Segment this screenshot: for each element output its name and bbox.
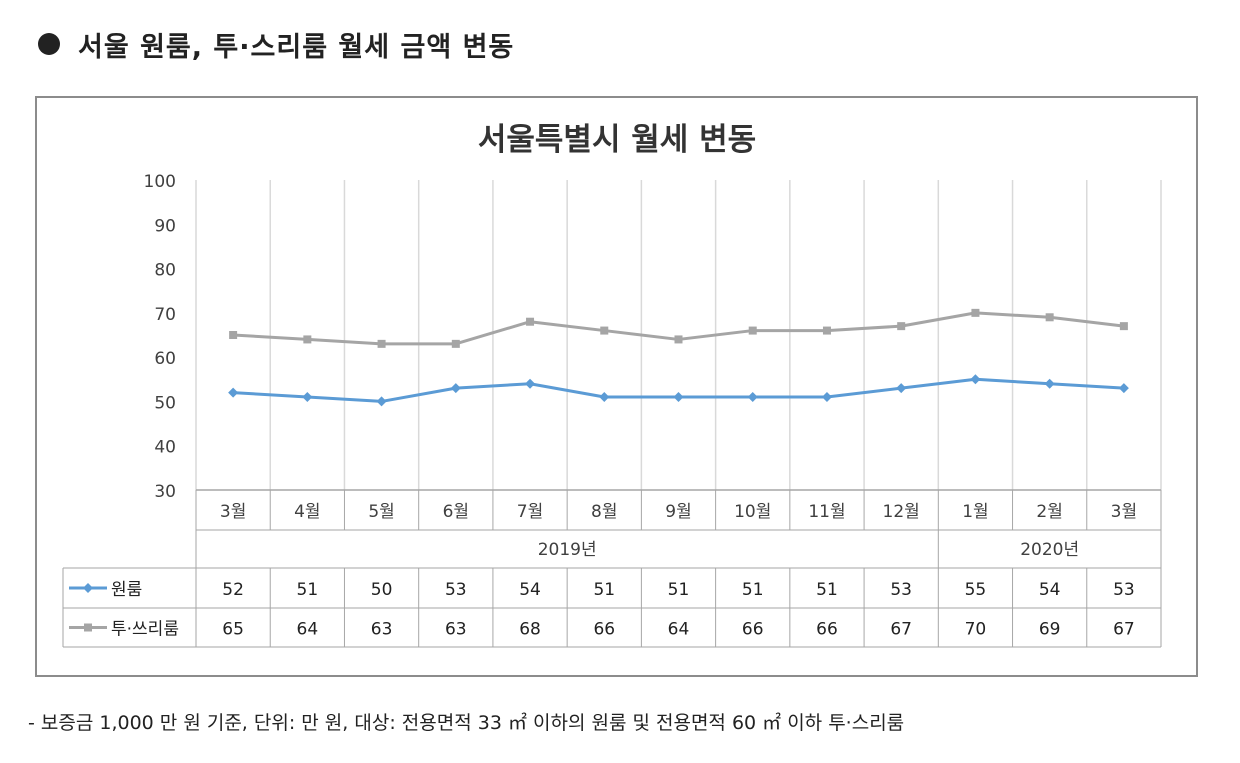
legend-marker [83, 583, 93, 593]
data-point [229, 331, 238, 339]
data-label: 66 [593, 620, 615, 640]
data-point [1119, 322, 1128, 331]
y-tick-label: 40 [154, 438, 176, 458]
data-point [451, 339, 460, 348]
data-label: 63 [371, 620, 393, 640]
y-tick-label: 50 [154, 393, 176, 413]
x-tick-label: 5월 [368, 502, 394, 522]
data-point [748, 326, 757, 335]
x-tick-label: 11월 [808, 502, 845, 522]
data-label: 66 [816, 620, 838, 640]
data-label: 66 [742, 620, 764, 640]
data-point [1118, 383, 1129, 394]
data-point [897, 322, 906, 331]
data-label: 51 [297, 580, 319, 600]
y-tick-label: 30 [154, 482, 176, 502]
data-label: 55 [965, 580, 987, 600]
data-label: 54 [519, 580, 541, 600]
legend-marker [84, 623, 92, 632]
x-tick-label: 4월 [294, 502, 320, 522]
data-point [302, 392, 313, 402]
x-tick-label: 12월 [883, 502, 920, 522]
x-tick-label: 3월 [1111, 502, 1137, 522]
y-tick-label: 60 [154, 349, 176, 369]
data-label: 68 [519, 620, 541, 640]
footnote: - 보증금 1,000 만 원 기준, 단위: 만 원, 대상: 전용면적 33… [28, 712, 905, 734]
x-tick-label: 10월 [734, 502, 771, 522]
data-label: 51 [593, 580, 615, 600]
data-point [450, 383, 461, 394]
data-label: 51 [816, 580, 838, 600]
data-point [1045, 313, 1054, 322]
data-label: 67 [890, 620, 912, 640]
data-label: 53 [1113, 580, 1135, 600]
legend-label: 투·쓰리룸 [111, 620, 179, 640]
year-label: 2019년 [538, 540, 597, 560]
data-label: 70 [965, 620, 987, 640]
data-label: 69 [1039, 620, 1061, 640]
data-point [376, 396, 387, 407]
line-chart: 서울특별시 월세 변동 30 40 50 60 70 80 90 100 2019년 2020년… [62, 122, 1162, 648]
data-point [228, 387, 239, 398]
section-title: 서울 원룸, 투·스리룸 월세 금액 변동 [78, 31, 515, 63]
data-label: 53 [890, 580, 912, 600]
data-point [673, 392, 684, 402]
data-label: 51 [742, 580, 764, 600]
x-tick-label: 6월 [443, 502, 469, 522]
x-tick-label: 7월 [517, 502, 543, 522]
data-label: 51 [668, 580, 690, 600]
year-label: 2020년 [1020, 540, 1079, 560]
y-tick-label: 80 [154, 261, 176, 281]
data-label: 52 [222, 580, 244, 600]
data-point [526, 317, 535, 326]
data-point [970, 374, 981, 385]
data-label: 64 [297, 620, 319, 640]
y-tick-label: 100 [144, 172, 176, 192]
x-tick-label: 9월 [665, 502, 691, 522]
data-label: 50 [371, 580, 393, 600]
data-label: 67 [1113, 620, 1135, 640]
data-point [822, 326, 831, 335]
data-label: 64 [668, 620, 690, 640]
x-tick-label: 8월 [591, 502, 617, 522]
data-label: 65 [222, 620, 244, 640]
data-point [896, 383, 907, 394]
data-point [674, 335, 683, 344]
x-tick-label: 2월 [1036, 502, 1062, 522]
x-tick-label: 3월 [220, 502, 246, 522]
data-point [599, 392, 610, 402]
x-tick-label: 1월 [962, 502, 988, 522]
data-point [600, 326, 609, 335]
data-point [1044, 378, 1055, 389]
data-label: 63 [445, 620, 467, 640]
data-point [303, 335, 312, 344]
y-tick-label: 90 [154, 216, 176, 236]
section-heading: 서울 원룸, 투·스리룸 월세 금액 변동 [38, 22, 514, 66]
data-point [525, 378, 536, 389]
data-point [377, 339, 386, 348]
y-tick-label: 70 [154, 305, 176, 325]
chart-frame: 서울특별시 월세 변동 30 40 50 60 70 80 90 100 2019년 2020년… [35, 96, 1198, 677]
data-point [971, 308, 980, 317]
chart-title: 서울특별시 월세 변동 [478, 122, 756, 158]
data-label: 53 [445, 580, 467, 600]
data-point [747, 392, 758, 402]
data-point [821, 392, 832, 402]
legend-label: 원룸 [111, 580, 142, 600]
bullet-icon [38, 33, 60, 55]
data-label: 54 [1039, 580, 1061, 600]
